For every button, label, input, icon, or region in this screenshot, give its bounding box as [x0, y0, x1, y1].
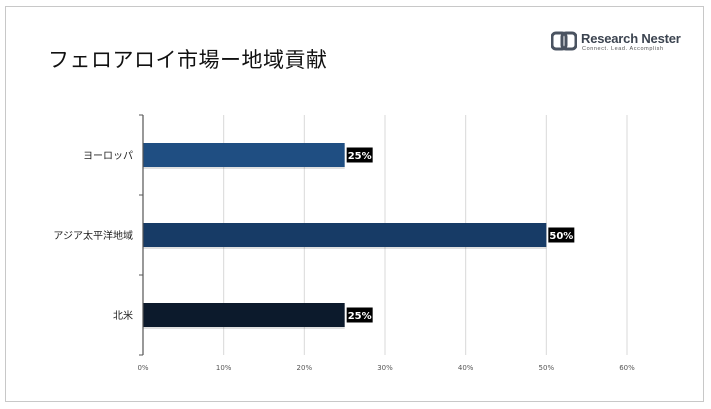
- data-label: 50%: [549, 231, 573, 242]
- bar: [143, 303, 345, 327]
- data-label: 25%: [348, 311, 372, 322]
- bar: [143, 143, 345, 167]
- x-tick-label: 0%: [137, 364, 148, 372]
- page-title: フェロアロイ市場ー地域貢献: [48, 48, 328, 72]
- category-label: ヨーロッパ: [83, 150, 133, 162]
- data-label-bg: [346, 147, 373, 163]
- x-tick-label: 10%: [216, 364, 232, 372]
- category-label: アジア太平洋地域: [53, 229, 133, 242]
- category-label: 北米: [113, 309, 133, 322]
- chart-frame: [5, 6, 704, 402]
- rn-logo-icon: [551, 31, 577, 51]
- bar: [143, 223, 547, 247]
- data-label-bg: [548, 227, 575, 243]
- research-nester-logo: Research Nester Connect. Lead. Accomplis…: [551, 30, 681, 56]
- x-tick-label: 50%: [539, 364, 555, 372]
- logo-tagline: Connect. Lead. Accomplish: [582, 46, 664, 52]
- x-tick-label: 60%: [619, 364, 635, 372]
- data-label: 25%: [348, 151, 372, 162]
- data-label-bg: [346, 307, 373, 323]
- x-tick-label: 30%: [377, 364, 393, 372]
- x-tick-label: 40%: [458, 364, 474, 372]
- logo-brand: Research Nester: [581, 31, 681, 46]
- x-tick-label: 20%: [297, 364, 313, 372]
